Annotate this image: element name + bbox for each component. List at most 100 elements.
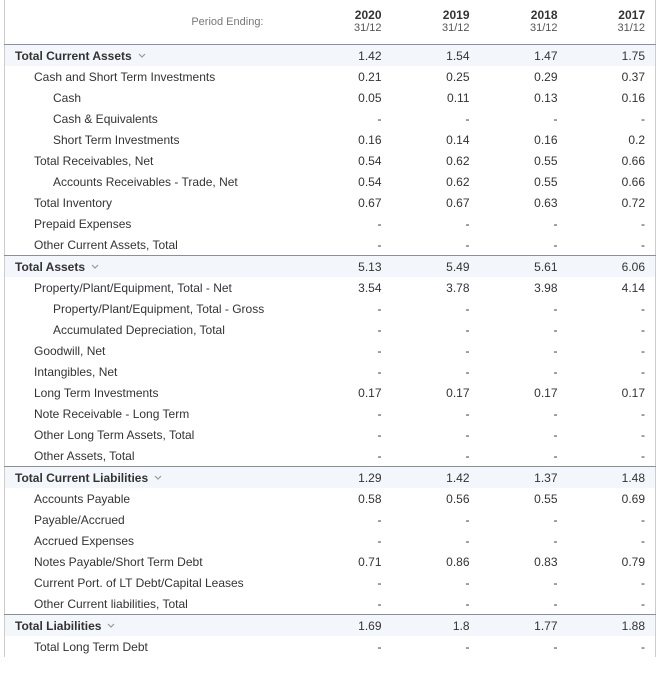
row-label: Total Liabilities	[15, 618, 102, 633]
value-cell: -	[377, 427, 382, 442]
item-row: Cash 0.05 0.11 0.13 0.16	[5, 87, 656, 108]
expand-icon[interactable]	[138, 53, 146, 59]
value-cell: -	[377, 237, 382, 252]
value-cell: -	[465, 343, 470, 358]
period-label: Period Ending:	[191, 16, 264, 28]
value-cell: 3.78	[446, 280, 470, 295]
label-cell: Other Current liabilities, Total	[5, 593, 304, 615]
header-cell: 2020 31/12	[304, 0, 392, 45]
value-cell: 0.66	[621, 153, 645, 168]
label-cell[interactable]: Total Current Liabilities	[4, 466, 304, 488]
item-row: Total Inventory 0.67 0.67 0.63 0.72	[5, 192, 656, 213]
label-cell: Accounts Receivables - Trade, Net	[5, 171, 304, 192]
row-label: Cash and Short Term Investments	[34, 69, 216, 84]
label-cell[interactable]: Total Current Assets	[4, 44, 304, 66]
label-cell: Intangibles, Net	[5, 361, 304, 382]
label-cell[interactable]: Total Assets	[4, 255, 304, 277]
value-cell: 0.54	[358, 153, 382, 168]
value-cell: -	[641, 512, 645, 527]
section-row: Total Current Assets 1.42 1.54 1.47 1.75	[4, 44, 656, 66]
row-label: Intangibles, Net	[34, 364, 118, 379]
value-cell: 0.2	[628, 132, 645, 147]
date: 31/12	[353, 22, 382, 34]
value-cell: 0.37	[621, 69, 645, 84]
value-cell: -	[553, 533, 558, 548]
value-cell: -	[641, 111, 645, 126]
value-cell: -	[553, 343, 558, 358]
value-cell: 0.17	[358, 385, 382, 400]
item-row: Intangibles, Net - - - -	[5, 361, 656, 382]
row-label: Total Current Liabilities	[15, 470, 149, 485]
header-cell: 2018 31/12	[480, 0, 568, 45]
row-label: Payable/Accrued	[34, 512, 125, 527]
value-cell: 0.25	[446, 69, 470, 84]
item-row: Total Long Term Debt - - - -	[5, 636, 656, 657]
item-row: Accounts Receivables - Trade, Net 0.54 0.6…	[5, 171, 656, 192]
value-cell: -	[641, 322, 645, 337]
value-cell: 5.49	[391, 255, 480, 277]
row-label: Goodwill, Net	[34, 343, 106, 358]
label-cell: Property/Plant/Equipment, Total - Gross	[5, 298, 304, 319]
label-cell[interactable]: Total Liabilities	[4, 614, 304, 636]
value-cell: 0.11	[447, 90, 470, 105]
value-cell: 3.98	[534, 280, 558, 295]
label-cell: Goodwill, Net	[5, 340, 304, 361]
row-label: Long Term Investments	[34, 385, 159, 400]
label-cell: Accounts Payable	[5, 488, 304, 509]
value-cell: -	[465, 216, 470, 231]
label-cell: Cash	[5, 87, 304, 108]
year: 2017	[618, 8, 645, 22]
row-label: Property/Plant/Equipment, Total - Gross	[53, 301, 265, 316]
expand-icon[interactable]	[91, 264, 99, 270]
label-cell: Total Receivables, Net	[5, 150, 304, 171]
date: 31/12	[441, 22, 470, 34]
value-cell: 1.88	[567, 614, 656, 636]
value-cell: -	[465, 364, 470, 379]
value-cell: -	[465, 596, 470, 611]
item-row: Cash and Short Term Investments 0.21 0.25 0…	[5, 66, 656, 87]
value-cell: 0.14	[446, 132, 470, 147]
value-cell: -	[641, 343, 645, 358]
year: 2020	[354, 8, 382, 22]
label-cell: Property/Plant/Equipment, Total - Net	[5, 277, 304, 298]
value-cell: -	[641, 596, 645, 611]
value-cell: -	[377, 596, 382, 611]
value-cell: 0.67	[358, 195, 382, 210]
value-cell: -	[641, 639, 645, 654]
row-label: Other Current Assets, Total	[34, 237, 178, 252]
row-label: Accounts Receivables - Trade, Net	[53, 174, 238, 189]
value-cell: -	[377, 639, 382, 654]
value-cell: -	[553, 448, 558, 463]
value-cell: 6.06	[567, 255, 656, 277]
row-label: Short Term Investments	[53, 132, 180, 147]
row-label: Cash	[53, 90, 82, 105]
value-cell: 0.16	[358, 132, 382, 147]
value-cell: -	[377, 533, 382, 548]
item-row: Property/Plant/Equipment, Total - Gross -…	[5, 298, 656, 319]
expand-icon[interactable]	[154, 475, 162, 481]
value-cell: 0.67	[446, 195, 470, 210]
row-label: Accrued Expenses	[34, 533, 135, 548]
value-cell: 1.69	[303, 614, 392, 636]
section-row: Total Liabilities 1.69 1.8 1.77 1.88	[4, 614, 656, 636]
label-cell: Total Inventory	[5, 192, 304, 213]
expand-icon[interactable]	[107, 623, 115, 629]
value-cell: -	[465, 575, 470, 590]
balance-sheet-table: Period Ending: 2020 31/12 2019 31/12 2018 31/…	[4, 0, 656, 657]
value-cell: 0.72	[621, 195, 645, 210]
label-cell: Cash and Short Term Investments	[5, 66, 304, 87]
value-cell: -	[553, 216, 558, 231]
value-cell: 0.16	[534, 132, 558, 147]
row-label: Prepaid Expenses	[34, 216, 132, 231]
value-cell: -	[641, 448, 645, 463]
value-cell: -	[465, 448, 470, 463]
value-cell: 0.66	[621, 174, 645, 189]
value-cell: -	[377, 322, 382, 337]
value-cell: -	[641, 575, 645, 590]
value-cell: -	[465, 322, 470, 337]
item-row: Goodwill, Net - - - -	[5, 340, 656, 361]
value-cell: 3.54	[358, 280, 382, 295]
value-cell: -	[465, 639, 470, 654]
value-cell: 0.63	[534, 195, 558, 210]
value-cell: 1.75	[567, 44, 656, 66]
